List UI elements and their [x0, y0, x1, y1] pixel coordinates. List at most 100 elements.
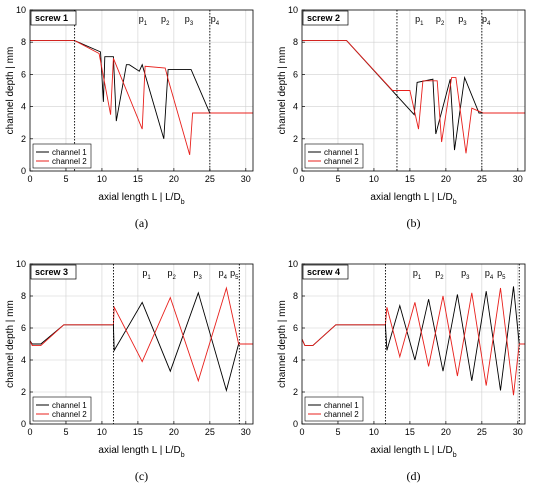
x-tick-label: 25: [205, 174, 215, 184]
series-line-channel-1: [302, 40, 525, 151]
legend-label: channel 2: [52, 410, 87, 419]
section-label-p4: p4: [211, 14, 220, 27]
legend-label: channel 1: [324, 401, 359, 410]
section-label-subscript: 5: [235, 275, 239, 281]
screw-label: screw 1: [35, 13, 68, 23]
y-tick-label: 6: [293, 69, 298, 79]
y-tick-label: 6: [21, 69, 26, 79]
legend-box: [304, 143, 364, 169]
section-label-subscript: 1: [418, 275, 422, 281]
y-tick-label: 0: [21, 166, 26, 176]
y-tick-label: 10: [288, 259, 298, 269]
section-label-subscript: 2: [440, 275, 444, 281]
section-label-p1: p1: [139, 14, 148, 27]
x-axis-title-subscript: b: [453, 199, 457, 206]
x-tick-label: 15: [133, 174, 143, 184]
screw-label-box: [302, 264, 349, 280]
panel-letter: (d): [407, 469, 421, 483]
x-tick-label: 10: [369, 427, 379, 437]
y-tick-label: 2: [21, 134, 26, 144]
x-tick-label: 0: [299, 174, 304, 184]
x-axis-title: axial length L | L/Db: [98, 192, 184, 206]
section-label-p2: p2: [161, 14, 170, 27]
legend-label: channel 1: [52, 401, 87, 410]
y-tick-label: 6: [293, 323, 298, 333]
legend-label: channel 2: [324, 157, 359, 166]
x-tick-label: 10: [97, 427, 107, 437]
legend-label: channel 2: [52, 157, 87, 166]
section-label-subscript: 1: [420, 21, 424, 27]
x-tick-label: 0: [27, 174, 32, 184]
chart-panel-1: 0 5 10 15 20 25 30 0 2 4 6 8 10 axial length L | L/Db…: [5, 5, 254, 230]
screw-label: screw 2: [307, 13, 340, 23]
section-label-subscript: 3: [190, 21, 194, 27]
section-label-p4: p4: [485, 268, 494, 281]
x-tick-label: 30: [513, 427, 523, 437]
x-tick-label: 15: [405, 427, 415, 437]
y-tick-label: 4: [21, 355, 26, 365]
screw-label-box: [302, 10, 349, 26]
panel-letter: (a): [135, 216, 148, 230]
section-label-p2: p2: [435, 268, 444, 281]
x-tick-label: 15: [133, 427, 143, 437]
x-axis-title-subscript: b: [181, 199, 185, 206]
legend-label: channel 1: [52, 148, 87, 157]
section-label-p3: p3: [193, 268, 202, 281]
y-tick-label: 4: [293, 102, 298, 112]
series-line-channel-2: [30, 286, 253, 383]
y-tick-label: 8: [293, 291, 298, 301]
section-label-p5: p5: [230, 268, 239, 281]
y-axis-title: channel depth | mm: [277, 300, 288, 388]
y-tick-label: 4: [293, 355, 298, 365]
y-tick-label: 10: [16, 5, 26, 15]
section-label-subscript: 5: [502, 275, 506, 281]
section-label-p3: p3: [185, 14, 194, 27]
section-label-p1: p1: [415, 14, 424, 27]
y-tick-label: 0: [293, 419, 298, 429]
section-label-p5: p5: [497, 268, 506, 281]
section-label-p4: p4: [219, 268, 228, 281]
y-tick-label: 8: [21, 291, 26, 301]
series-line-channel-1: [30, 291, 253, 393]
x-tick-label: 25: [205, 427, 215, 437]
section-label-p1: p1: [142, 268, 151, 281]
legend-box: [32, 143, 92, 169]
section-label-p1: p1: [413, 268, 422, 281]
series-line-channel-2: [302, 287, 525, 396]
legend-box: [304, 396, 364, 422]
section-label-subscript: 3: [198, 275, 202, 281]
x-tick-label: 30: [241, 174, 251, 184]
x-tick-label: 10: [97, 174, 107, 184]
panel-letter: (b): [407, 216, 421, 230]
y-tick-label: 2: [293, 387, 298, 397]
series-line-channel-2: [30, 40, 253, 156]
screw-label-box: [30, 10, 77, 26]
x-axis-title: axial length L | L/Db: [370, 445, 456, 459]
section-label-subscript: 4: [490, 275, 494, 281]
screw-label-box: [30, 264, 77, 280]
y-tick-label: 10: [16, 259, 26, 269]
y-axis-title: channel depth | mm: [5, 300, 16, 388]
section-label-p2: p2: [168, 268, 177, 281]
panel-letter: (c): [135, 469, 148, 483]
x-tick-label: 0: [27, 427, 32, 437]
x-tick-label: 30: [513, 174, 523, 184]
x-tick-label: 5: [63, 174, 68, 184]
x-axis-title-subscript: b: [181, 452, 185, 459]
plot-frame: [301, 9, 526, 172]
y-tick-label: 2: [293, 134, 298, 144]
legend-label: channel 2: [324, 410, 359, 419]
x-axis-title: axial length L | L/Db: [370, 192, 456, 206]
section-label-p2: p2: [436, 14, 445, 27]
x-tick-label: 5: [63, 427, 68, 437]
section-label-subscript: 2: [441, 21, 445, 27]
x-tick-label: 10: [369, 174, 379, 184]
series-line-channel-2: [302, 40, 525, 154]
y-axis-title: channel depth | mm: [5, 47, 16, 135]
x-tick-label: 5: [335, 427, 340, 437]
y-tick-label: 4: [21, 102, 26, 112]
x-tick-label: 20: [441, 427, 451, 437]
section-label-subscript: 4: [487, 21, 491, 27]
section-label-p3: p3: [461, 268, 470, 281]
